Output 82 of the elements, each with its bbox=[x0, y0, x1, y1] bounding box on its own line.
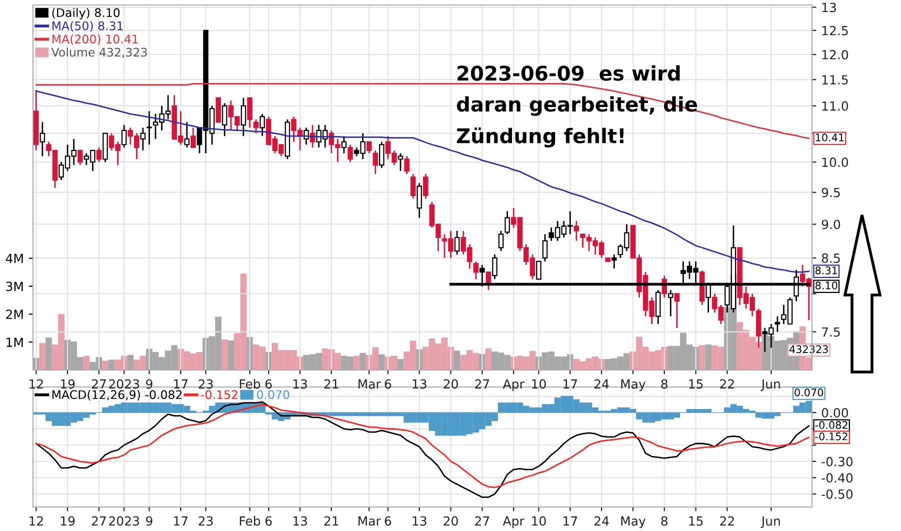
x-tick-label: 17 bbox=[174, 516, 188, 526]
x-tick-label: 13 bbox=[412, 516, 426, 526]
x-tick-label: 27 bbox=[92, 516, 106, 526]
x-tick-label: 19 bbox=[60, 379, 75, 389]
y-tick-label: 11.0 bbox=[822, 101, 848, 111]
x-tick-label: 12 bbox=[30, 516, 43, 526]
x-tick-label: Apr bbox=[502, 516, 524, 528]
y2-tick-label: 3M bbox=[6, 282, 23, 292]
data-label: -0.152 bbox=[815, 432, 848, 440]
y-tick-label: 7.5 bbox=[822, 327, 840, 337]
text: 8.10 bbox=[815, 282, 838, 290]
x-tick-label: 9 bbox=[146, 516, 152, 526]
x-tick-label: 8 bbox=[661, 379, 668, 389]
x-tick-label: 22 bbox=[720, 379, 734, 389]
x-tick-label: 27 bbox=[475, 379, 490, 389]
data-label: 10.41 bbox=[816, 134, 844, 142]
y-tick-label: 9.0 bbox=[822, 220, 840, 230]
x-tick-label: 13 bbox=[412, 379, 426, 389]
legend-label: Volume 432,323 bbox=[51, 48, 147, 58]
x-tick-label: 23 bbox=[198, 379, 213, 389]
data-label: -0.082 bbox=[815, 421, 848, 429]
x-tick-label: Mar bbox=[358, 379, 381, 389]
y-tick-label: 12.5 bbox=[822, 26, 848, 36]
x-tick-label: 9 bbox=[146, 379, 152, 389]
x-tick-label: 27 bbox=[475, 516, 490, 526]
x-tick-label: 10 bbox=[532, 379, 546, 389]
y-tick-label: 0.00 bbox=[822, 408, 848, 418]
legend-label: MACD(12,26,9) -0.082 bbox=[52, 390, 182, 400]
x-tick-label: 20 bbox=[444, 516, 458, 526]
x-tick-label: 21 bbox=[324, 516, 338, 526]
x-tick-label: 6 bbox=[265, 379, 272, 389]
x-tick-label: Apr bbox=[502, 379, 524, 392]
x-tick-label: May bbox=[621, 516, 646, 528]
x-tick-label: 19 bbox=[60, 516, 75, 526]
x-tick-label: Feb bbox=[240, 379, 260, 389]
y2-tick-label: 1M bbox=[6, 338, 23, 347]
x-tick-label: 21 bbox=[324, 379, 338, 389]
y-tick-label: 10.0 bbox=[822, 158, 848, 167]
y-tick-label: 9.5 bbox=[822, 188, 840, 198]
y-tick-label: -0.50 bbox=[822, 489, 853, 499]
x-tick-label: 6 bbox=[384, 516, 392, 526]
y-tick-label: -0.40 bbox=[822, 473, 853, 483]
y-tick-label: 8.5 bbox=[822, 253, 840, 263]
legend-label: MA(200) 10.41 bbox=[52, 34, 138, 45]
x-tick-label: 6 bbox=[384, 379, 392, 389]
x-tick-label: 24 bbox=[594, 516, 609, 526]
x-tick-label: 17 bbox=[564, 516, 578, 526]
y2-tick-label: 2M bbox=[6, 310, 23, 319]
x-tick-label: 2023 bbox=[109, 516, 139, 526]
x-tick-label: Mar bbox=[358, 516, 381, 526]
legend-label: 0.070 bbox=[257, 390, 290, 400]
legend-label: (Daily) 8.10 bbox=[52, 8, 120, 20]
data-label: 8.31 bbox=[815, 266, 838, 274]
data-label: 0.070 bbox=[794, 388, 824, 396]
y-tick-label: -0.30 bbox=[822, 456, 853, 466]
x-tick-label: 12 bbox=[30, 379, 43, 389]
x-tick-label: 8 bbox=[661, 516, 668, 526]
x-tick-label: 15 bbox=[689, 516, 703, 526]
x-tick-label: May bbox=[621, 379, 646, 392]
legend-label: MA(50) 8.31 bbox=[52, 21, 123, 32]
x-tick-label: 2023 bbox=[109, 379, 139, 389]
y-tick-label: 11.5 bbox=[822, 75, 848, 85]
y-tick-label: 12.0 bbox=[822, 50, 848, 60]
x-tick-label: 6 bbox=[265, 516, 272, 526]
x-tick-label: 17 bbox=[174, 379, 188, 389]
x-tick-label: Jun bbox=[760, 516, 780, 528]
x-tick-label: 13 bbox=[293, 379, 307, 389]
x-tick-label: 27 bbox=[92, 379, 106, 389]
x-tick-label: 24 bbox=[594, 379, 609, 389]
x-tick-label: 22 bbox=[720, 516, 734, 526]
y-tick-label: 13 bbox=[822, 2, 836, 12]
x-tick-label: Feb bbox=[240, 516, 260, 526]
x-tick-label: 15 bbox=[689, 379, 703, 389]
legend-label: -0.152 bbox=[201, 390, 238, 400]
data-label: 432323 bbox=[789, 345, 828, 354]
x-tick-label: 23 bbox=[198, 516, 213, 526]
x-tick-label: 17 bbox=[564, 379, 578, 389]
x-tick-label: Jun bbox=[760, 379, 780, 392]
x-tick-label: 13 bbox=[293, 516, 307, 526]
y2-tick-label: 4M bbox=[6, 254, 23, 264]
x-tick-label: 20 bbox=[444, 379, 458, 389]
x-tick-label: 10 bbox=[532, 516, 546, 526]
